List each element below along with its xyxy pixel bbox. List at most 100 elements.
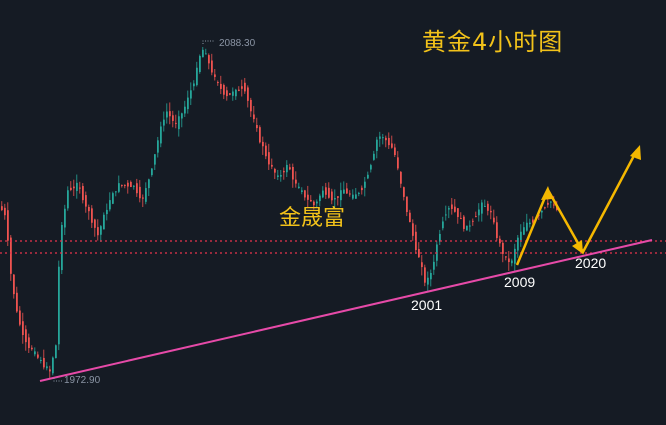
candle-body: [52, 357, 54, 374]
candle-body: [127, 182, 129, 187]
candle-body: [166, 111, 168, 118]
candle-body: [250, 99, 252, 112]
candle-body: [256, 124, 258, 129]
candle-body: [118, 183, 120, 192]
candle-body: [100, 226, 102, 235]
candle-body: [298, 186, 300, 189]
candle-body: [430, 272, 432, 280]
candle-body: [442, 221, 444, 229]
candle-body: [373, 153, 375, 160]
candle-body: [76, 182, 78, 191]
candle-body: [145, 188, 147, 202]
candle-body: [454, 206, 456, 212]
candle-body: [172, 115, 174, 121]
candle-body: [511, 260, 513, 264]
candle-body: [352, 194, 354, 199]
candle-body: [307, 194, 309, 200]
candle-body: [310, 199, 312, 202]
candle-body: [334, 198, 336, 200]
candle-body: [523, 227, 525, 235]
candle-body: [493, 217, 495, 223]
candle-body: [262, 141, 264, 147]
candle-body: [367, 174, 369, 179]
candle-body: [16, 292, 18, 312]
candle-body: [466, 225, 468, 231]
candle-body: [112, 193, 114, 204]
candle-body: [184, 106, 186, 114]
candle-body: [13, 274, 15, 295]
candle-body: [382, 137, 384, 139]
candle-body: [43, 357, 45, 368]
candle-body: [154, 154, 156, 165]
candle-body: [247, 87, 249, 101]
candle-body: [400, 171, 402, 184]
candle-body: [394, 147, 396, 156]
candle-body: [190, 90, 192, 99]
candle-body: [328, 187, 330, 198]
candle-body: [346, 188, 348, 194]
candle-body: [319, 195, 321, 202]
candle-body: [97, 227, 99, 236]
high-marker-bracket: [202, 40, 214, 44]
candle-body: [73, 186, 75, 189]
candle-body: [124, 184, 126, 186]
candle-body: [427, 277, 429, 285]
candle-body: [514, 248, 516, 264]
candle-body: [19, 310, 21, 325]
candle-body: [490, 210, 492, 213]
candle-body: [139, 186, 141, 199]
candle-body: [385, 137, 387, 141]
candle-body: [31, 347, 33, 350]
candle-body: [370, 165, 372, 170]
candle-body: [106, 209, 108, 215]
candle-body: [37, 354, 39, 358]
candle-body: [226, 90, 228, 97]
candle-body: [244, 82, 246, 92]
candle-body: [130, 181, 132, 188]
candle-body: [478, 209, 480, 216]
candle-body: [70, 187, 72, 190]
candle-body: [403, 187, 405, 197]
candle-body: [241, 86, 243, 89]
candle-body: [508, 258, 510, 263]
candle-body: [475, 216, 477, 218]
low-marker-bracket: [53, 378, 62, 382]
trendline-label-2020: 2020: [575, 255, 607, 271]
candle-body: [550, 201, 552, 203]
candle-body: [49, 369, 51, 372]
candle-body: [4, 207, 6, 216]
candle-body: [397, 157, 399, 169]
candle-body: [82, 186, 84, 201]
candle-body: [91, 208, 93, 223]
candle-body: [379, 136, 381, 139]
candle-body: [61, 224, 63, 271]
chart-title: 黄金4小时图: [422, 28, 564, 56]
candle-body: [313, 201, 315, 206]
candle-body: [289, 167, 291, 170]
candle-body: [253, 114, 255, 120]
candle-body: [163, 119, 165, 126]
candle-body: [424, 267, 426, 283]
candle-body: [472, 220, 474, 222]
high-price-label: 2088.30: [219, 38, 256, 49]
candle-body: [22, 321, 24, 336]
candle-body: [268, 152, 270, 165]
candle-body: [157, 140, 159, 153]
candle-body: [223, 85, 225, 95]
candle-body: [556, 206, 558, 210]
candle-body: [169, 111, 171, 117]
candle-body: [439, 233, 441, 242]
candle-body: [295, 179, 297, 184]
candle-body: [529, 222, 531, 225]
candle-body: [187, 97, 189, 110]
candle-body: [517, 237, 519, 251]
projection-arrowhead-2: [572, 240, 583, 254]
candle-body: [376, 139, 378, 151]
candle-body: [418, 249, 420, 258]
candle-body: [544, 207, 546, 209]
candle-body: [337, 196, 339, 198]
candle-body: [355, 194, 357, 199]
candle-body: [412, 223, 414, 236]
low-price-label: 1972.90: [64, 375, 101, 386]
